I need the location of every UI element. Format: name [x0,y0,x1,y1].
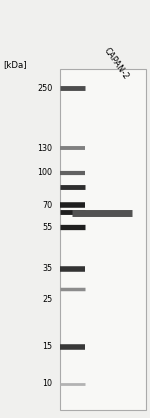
Text: 70: 70 [42,201,52,210]
Bar [60,69,146,410]
Text: CAPAN-2: CAPAN-2 [102,46,130,81]
Text: 130: 130 [38,144,52,153]
Text: 55: 55 [42,223,52,232]
Text: 25: 25 [42,295,52,304]
Text: 15: 15 [42,342,52,351]
Text: 35: 35 [42,264,52,273]
Text: [kDa]: [kDa] [3,60,27,69]
Text: 10: 10 [42,379,52,388]
Text: 250: 250 [37,84,52,93]
Text: 100: 100 [38,168,52,177]
